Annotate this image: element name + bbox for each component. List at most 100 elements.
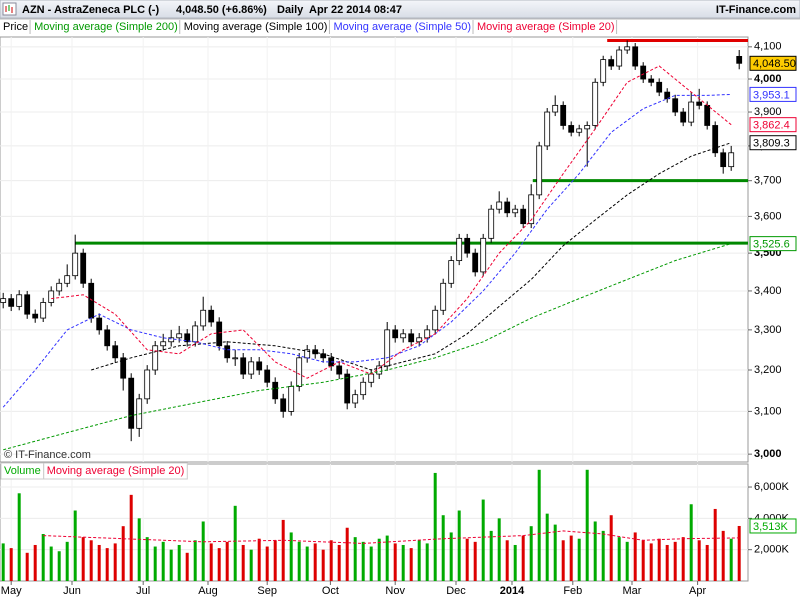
volume-bar	[105, 548, 109, 581]
end-label: 4,048.50	[753, 58, 796, 70]
volume-bar	[337, 544, 341, 581]
volume-bar	[121, 526, 125, 581]
candle-body	[104, 329, 111, 347]
y-tick-label: 6,000K	[754, 481, 790, 493]
candle-body	[512, 208, 519, 214]
volume-bar	[65, 541, 69, 581]
volume-bar	[569, 535, 573, 581]
x-tick-label: 2014	[500, 585, 525, 597]
volume-bar	[73, 510, 77, 581]
chart-title: AZN - AstraZeneca PLC (-)	[22, 4, 159, 16]
volume-bar	[225, 541, 229, 581]
y-tick-label: 3,000	[754, 448, 782, 460]
volume-bar	[321, 549, 325, 581]
volume-bar	[401, 544, 405, 581]
volume-bar	[393, 543, 397, 581]
candle-body	[592, 81, 599, 126]
candle-body	[240, 357, 247, 375]
end-label: 3,809.3	[753, 138, 790, 150]
volume-bar	[233, 505, 237, 581]
volume-bar	[529, 526, 533, 581]
candle-body	[48, 290, 55, 303]
volume-bar	[609, 515, 613, 581]
volume-bar	[273, 540, 277, 581]
candle-body	[448, 260, 455, 284]
end-label-box	[749, 55, 797, 71]
candle-body	[88, 282, 95, 319]
candle-body	[728, 152, 735, 168]
moving-average-line	[91, 142, 732, 371]
end-label: 3,513K	[753, 521, 789, 533]
y-tick-label: 3,700	[754, 175, 782, 187]
candle-body	[320, 353, 327, 359]
volume-bar	[441, 515, 445, 581]
end-label: 3,862.4	[753, 120, 790, 132]
x-tick-label: May	[1, 585, 22, 597]
volume-bar	[505, 540, 509, 581]
volume-bar	[345, 527, 349, 581]
candle-body	[616, 49, 623, 67]
volume-bar	[25, 552, 29, 581]
volume-bar	[329, 540, 333, 581]
volume-bar	[249, 549, 253, 581]
x-tick-label: Feb	[563, 585, 582, 597]
volume-bar	[681, 537, 685, 581]
candle-body	[8, 298, 15, 307]
y-tick-label: 3,600	[754, 210, 782, 222]
x-tick-label: Apr	[689, 585, 706, 597]
candle-body	[680, 111, 687, 123]
candle-body	[480, 237, 487, 273]
volume-bar	[601, 530, 605, 581]
volume-bar	[89, 540, 93, 581]
volume-bar	[497, 518, 501, 581]
candle-body	[688, 101, 695, 123]
candle-body	[184, 333, 191, 343]
volume-bar	[33, 544, 37, 581]
candle-body	[296, 357, 303, 387]
candle-body	[528, 194, 535, 225]
volume-bar	[209, 543, 213, 581]
candle-body	[656, 81, 663, 93]
volume-bar	[473, 541, 477, 581]
volume-bar	[713, 508, 717, 581]
volume-bar	[689, 504, 693, 581]
volume-bar	[97, 544, 101, 581]
volume-bar	[113, 543, 117, 581]
header-bar	[0, 0, 800, 19]
volume-bar	[449, 532, 453, 581]
volume-bar	[145, 537, 149, 581]
volume-bar	[57, 551, 61, 581]
candle-body	[640, 65, 647, 80]
volume-bar	[177, 544, 181, 581]
candle-body	[144, 369, 151, 400]
volume-bar	[377, 538, 381, 581]
candle-body	[56, 282, 63, 292]
candle-body	[400, 333, 407, 339]
legend-entry: Moving average (Simple 20)	[47, 465, 185, 477]
candle-body	[408, 333, 415, 343]
y-tick-label: 3,900	[754, 106, 782, 118]
watermark: © IT-Finance.com	[4, 449, 91, 461]
volume-bar	[665, 544, 669, 581]
end-label-box	[749, 236, 797, 252]
volume-bar	[657, 538, 661, 581]
volume-bar	[593, 521, 597, 581]
legend-entry: Price	[3, 21, 28, 33]
candle-body	[208, 309, 215, 323]
candle-body	[536, 145, 543, 196]
y-tick-label: 4,100	[754, 41, 782, 53]
volume-bar	[193, 540, 197, 581]
candle-body	[416, 337, 423, 343]
volume-bar	[257, 538, 261, 581]
volume-bar	[161, 541, 165, 581]
volume-bar	[465, 538, 469, 581]
volume-bar	[305, 546, 309, 581]
y-tick-label: 3,200	[754, 364, 782, 376]
volume-bar	[409, 548, 413, 581]
candle-body	[672, 98, 679, 113]
volume-bar	[153, 546, 157, 581]
legend-entry: Volume	[4, 465, 41, 477]
candle-body	[544, 111, 551, 147]
x-tick-label: Aug	[198, 585, 218, 597]
volume-bar	[281, 519, 285, 581]
